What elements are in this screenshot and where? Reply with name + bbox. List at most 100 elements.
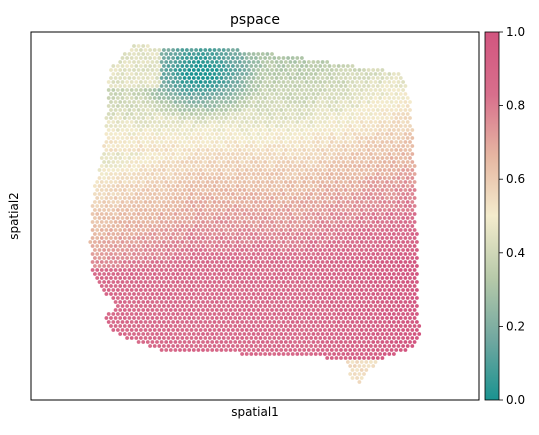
tissue-spot bbox=[408, 124, 412, 128]
tissue-spot bbox=[357, 132, 362, 136]
tissue-spot bbox=[306, 148, 311, 152]
tissue-spot bbox=[362, 140, 366, 144]
tissue-spot bbox=[306, 68, 311, 72]
tissue-spot bbox=[396, 80, 401, 84]
tissue-spot bbox=[143, 288, 148, 292]
tissue-spot bbox=[389, 332, 394, 336]
tissue-spot bbox=[392, 256, 396, 260]
tissue-spot bbox=[403, 340, 408, 344]
tissue-spot bbox=[327, 272, 332, 276]
tissue-spot bbox=[155, 196, 159, 200]
tissue-spot bbox=[380, 132, 385, 136]
tissue-spot bbox=[201, 340, 205, 344]
tissue-spot bbox=[208, 304, 212, 308]
tissue-spot bbox=[171, 336, 176, 340]
tissue-spot bbox=[134, 312, 139, 316]
tissue-spot bbox=[373, 296, 378, 300]
tissue-spot bbox=[302, 132, 307, 136]
tissue-spot bbox=[132, 268, 136, 272]
tissue-spot bbox=[320, 268, 325, 272]
tissue-spot bbox=[173, 108, 178, 112]
tissue-spot bbox=[122, 284, 127, 288]
tissue-spot bbox=[265, 332, 270, 336]
tissue-spot bbox=[132, 156, 136, 160]
tissue-spot bbox=[143, 80, 148, 84]
tissue-spot bbox=[127, 268, 132, 272]
tissue-spot bbox=[279, 124, 284, 128]
tissue-spot bbox=[247, 140, 251, 144]
tissue-spot bbox=[382, 264, 387, 268]
tissue-spot bbox=[205, 92, 210, 96]
tissue-spot bbox=[175, 152, 180, 156]
tissue-spot bbox=[398, 180, 403, 184]
tissue-spot bbox=[127, 220, 132, 224]
tissue-spot bbox=[256, 196, 261, 200]
tissue-spot bbox=[173, 100, 178, 104]
tissue-spot bbox=[279, 332, 284, 336]
tissue-spot bbox=[157, 224, 162, 228]
tissue-spot bbox=[364, 208, 369, 212]
tissue-spot bbox=[194, 56, 199, 60]
tissue-spot bbox=[141, 156, 146, 160]
tissue-spot bbox=[309, 72, 313, 76]
tissue-spot bbox=[219, 156, 224, 160]
tissue-spot bbox=[109, 252, 113, 256]
tissue-spot bbox=[375, 276, 380, 280]
tissue-spot bbox=[235, 320, 240, 324]
tissue-spot bbox=[237, 252, 242, 256]
tissue-spot bbox=[173, 84, 178, 88]
tissue-spot bbox=[182, 316, 187, 320]
tissue-spot bbox=[362, 92, 366, 96]
tissue-spot bbox=[113, 324, 118, 328]
tissue-spot bbox=[168, 212, 173, 216]
tissue-spot bbox=[205, 188, 210, 192]
tissue-spot bbox=[173, 220, 178, 224]
tissue-spot bbox=[387, 288, 392, 292]
tissue-spot bbox=[214, 228, 219, 232]
tissue-spot bbox=[281, 56, 286, 60]
tissue-spot bbox=[396, 120, 401, 124]
tissue-spot bbox=[187, 84, 192, 88]
tissue-spot bbox=[116, 160, 120, 164]
tissue-spot bbox=[136, 244, 141, 248]
tissue-spot bbox=[260, 212, 265, 216]
tissue-spot bbox=[235, 240, 240, 244]
tissue-spot bbox=[155, 204, 159, 208]
tissue-spot bbox=[256, 244, 261, 248]
tissue-spot bbox=[272, 224, 277, 228]
tissue-spot bbox=[106, 192, 111, 196]
tissue-spot bbox=[185, 232, 189, 236]
tissue-spot bbox=[396, 176, 401, 180]
tissue-spot bbox=[352, 92, 357, 96]
tissue-spot bbox=[274, 68, 279, 72]
tissue-spot bbox=[341, 80, 346, 84]
tissue-spot bbox=[155, 164, 159, 168]
tissue-spot bbox=[306, 172, 311, 176]
tissue-spot bbox=[364, 312, 369, 316]
tissue-spot bbox=[295, 136, 300, 140]
tissue-spot bbox=[221, 168, 226, 172]
tissue-spot bbox=[162, 80, 166, 84]
tissue-spot bbox=[136, 236, 141, 240]
tissue-spot bbox=[362, 308, 366, 312]
tissue-spot bbox=[283, 324, 288, 328]
tissue-spot bbox=[332, 328, 336, 332]
tissue-spot bbox=[143, 128, 148, 132]
tissue-spot bbox=[118, 204, 123, 208]
tissue-spot bbox=[168, 116, 173, 120]
tissue-spot bbox=[129, 248, 134, 252]
tissue-spot bbox=[309, 328, 313, 332]
tissue-spot bbox=[145, 92, 150, 96]
tissue-spot bbox=[394, 84, 399, 88]
tissue-spot bbox=[387, 200, 392, 204]
tissue-spot bbox=[191, 108, 196, 112]
tissue-spot bbox=[244, 216, 249, 220]
tissue-spot bbox=[171, 144, 176, 148]
tissue-spot bbox=[366, 228, 371, 232]
tissue-spot bbox=[228, 76, 233, 80]
tissue-spot bbox=[297, 316, 302, 320]
tissue-spot bbox=[371, 308, 376, 312]
tissue-spot bbox=[260, 348, 265, 352]
tissue-spot bbox=[316, 300, 320, 304]
tissue-spot bbox=[371, 132, 376, 136]
